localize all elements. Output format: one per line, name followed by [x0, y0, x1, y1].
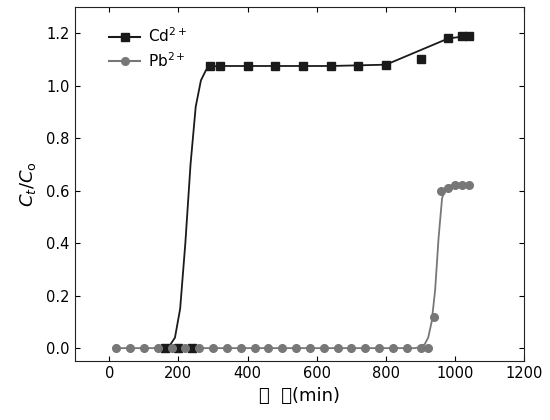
Cd$^{2+}$ [300, 63, 306, 68]
Y-axis label: $C_t/C_\mathrm{o}$: $C_t/C_\mathrm{o}$ [18, 161, 38, 207]
Cd$^{2+}$ [217, 63, 223, 68]
Pb$^{2+}$ [265, 346, 272, 351]
Pb$^{2+}$ [459, 183, 465, 188]
Pb$^{2+}$ [334, 346, 341, 351]
Pb$^{2+}$ [445, 186, 452, 191]
Cd$^{2+}$ [161, 346, 168, 351]
Pb$^{2+}$ [196, 346, 202, 351]
Pb$^{2+}$ [113, 346, 119, 351]
Pb$^{2+}$ [182, 346, 189, 351]
Pb$^{2+}$ [389, 346, 396, 351]
Pb$^{2+}$ [251, 346, 258, 351]
Pb$^{2+}$ [466, 183, 472, 188]
Cd$^{2+}$ [189, 346, 196, 351]
Pb$^{2+}$ [238, 346, 244, 351]
Line: Cd$^{2+}$: Cd$^{2+}$ [161, 32, 473, 352]
Line: Pb$^{2+}$: Pb$^{2+}$ [112, 181, 473, 352]
Pb$^{2+}$ [279, 346, 285, 351]
Cd$^{2+}$ [466, 33, 472, 38]
Pb$^{2+}$ [376, 346, 382, 351]
Cd$^{2+}$ [383, 62, 389, 67]
Pb$^{2+}$ [155, 346, 161, 351]
Pb$^{2+}$ [417, 346, 424, 351]
Cd$^{2+}$ [206, 63, 213, 68]
Pb$^{2+}$ [348, 346, 355, 351]
Pb$^{2+}$ [424, 346, 431, 351]
Cd$^{2+}$ [459, 33, 465, 38]
Pb$^{2+}$ [452, 183, 459, 188]
Cd$^{2+}$ [272, 63, 279, 68]
Pb$^{2+}$ [404, 346, 410, 351]
Pb$^{2+}$ [223, 346, 230, 351]
Pb$^{2+}$ [210, 346, 216, 351]
Pb$^{2+}$ [362, 346, 369, 351]
Pb$^{2+}$ [168, 346, 175, 351]
Cd$^{2+}$ [417, 57, 424, 62]
Pb$^{2+}$ [141, 346, 147, 351]
Cd$^{2+}$ [175, 346, 182, 351]
Legend: Cd$^{2+}$, Pb$^{2+}$: Cd$^{2+}$, Pb$^{2+}$ [104, 22, 191, 74]
Cd$^{2+}$ [327, 63, 334, 68]
X-axis label: 时  间(min): 时 间(min) [259, 387, 340, 404]
Cd$^{2+}$ [244, 63, 251, 68]
Cd$^{2+}$ [355, 63, 361, 68]
Pb$^{2+}$ [321, 346, 327, 351]
Cd$^{2+}$ [445, 36, 452, 41]
Pb$^{2+}$ [126, 346, 133, 351]
Pb$^{2+}$ [431, 314, 438, 319]
Pb$^{2+}$ [293, 346, 299, 351]
Pb$^{2+}$ [306, 346, 313, 351]
Pb$^{2+}$ [438, 188, 444, 193]
